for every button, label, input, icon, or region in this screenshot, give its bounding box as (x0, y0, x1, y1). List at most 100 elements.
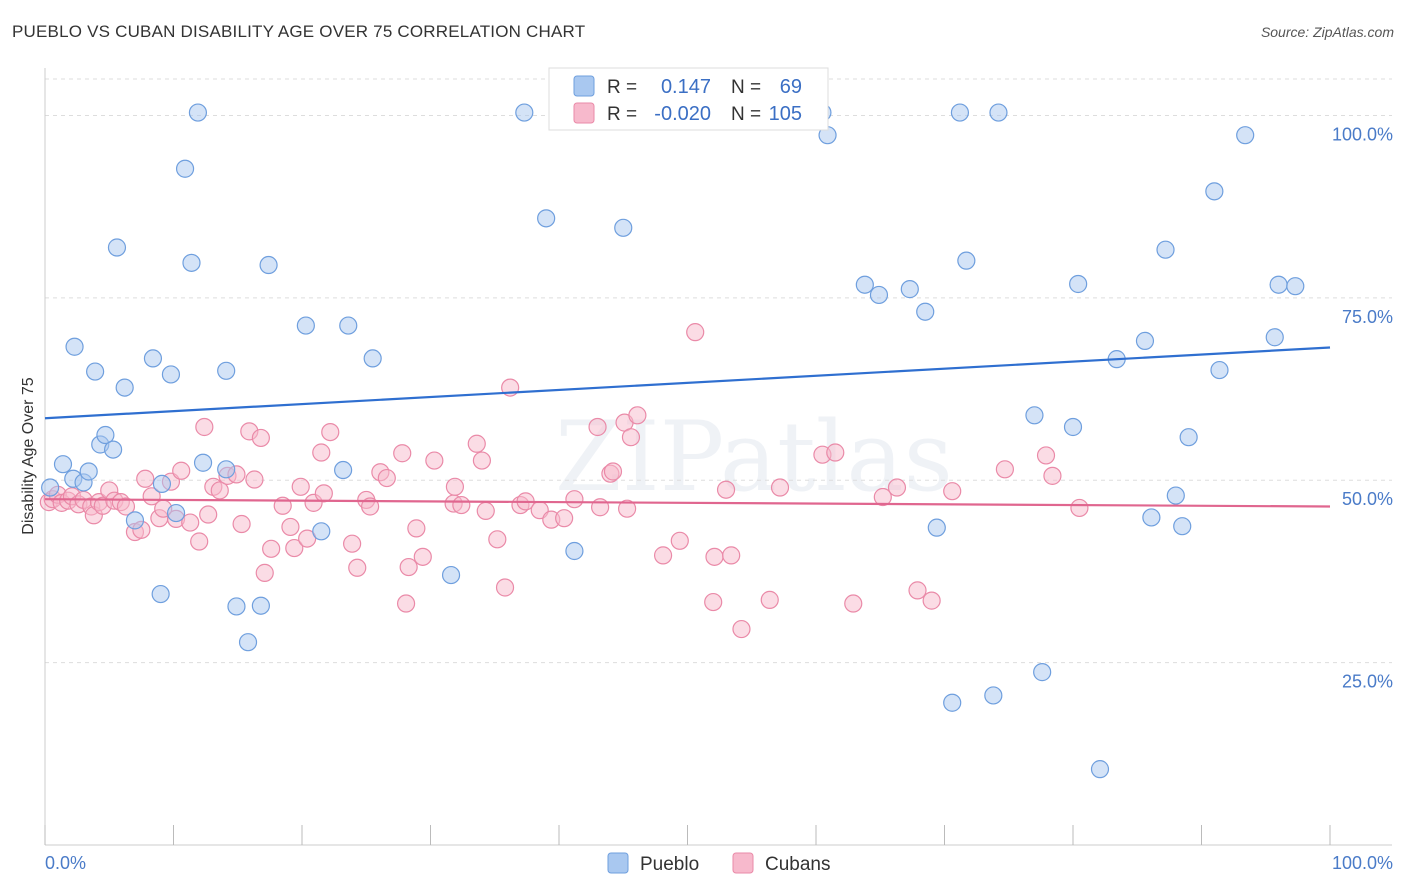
cubans-point (565, 490, 584, 509)
cubans-point (495, 578, 515, 597)
cubans-point (476, 501, 495, 520)
pueblo-point (989, 103, 1008, 122)
cubans-point (321, 422, 340, 442)
cubans-point (628, 406, 647, 425)
pueblo-point (182, 253, 201, 272)
pueblo-point (193, 453, 213, 472)
pueblo-point (107, 238, 127, 257)
legend-swatch-cubans (573, 102, 595, 124)
pueblo-point (900, 280, 919, 299)
cubans-point (618, 499, 637, 518)
cubans-point (232, 514, 251, 534)
cubans-point (199, 505, 218, 524)
cubans-point (399, 557, 418, 577)
pueblo-point (104, 440, 123, 459)
pueblo-point (251, 596, 270, 615)
pueblo-point (1205, 182, 1224, 201)
legend-r-label-cubans: R = (607, 104, 637, 125)
pueblo-point (565, 541, 584, 561)
cubans-point (472, 451, 491, 470)
legend-r-value-cubans: -0.020 (654, 103, 711, 125)
pueblo-point (855, 275, 874, 294)
pueblo-point (869, 285, 889, 305)
pueblo-point (217, 361, 236, 380)
pueblo-point (53, 455, 73, 474)
pueblo-point (1269, 275, 1288, 294)
pueblo-trend-line (44, 346, 1331, 420)
pueblo-point (1236, 126, 1255, 145)
series-legend-swatch-cubans (732, 852, 754, 874)
legend-r-label-pueblo: R = (607, 77, 637, 98)
x-tick-label-max: 100.0% (1332, 853, 1393, 873)
pueblo-point (96, 425, 115, 445)
pueblo-point (950, 103, 970, 122)
cubans-point (943, 482, 962, 501)
cubans-point (245, 470, 264, 489)
cubans-point (413, 547, 432, 566)
y-axis-label: Disability Age Over 75 (20, 377, 37, 535)
pueblo-point (943, 693, 962, 712)
cubans-point (1043, 466, 1062, 485)
cubans-point (770, 478, 790, 497)
cubans-point (826, 443, 845, 462)
pueblo-point (1090, 760, 1110, 779)
cubans-point (361, 497, 380, 516)
cubans-point (621, 428, 641, 447)
pueblo-point (1156, 240, 1175, 259)
cubans-point (922, 591, 941, 610)
cubans-point (298, 529, 317, 548)
legend-n-value-pueblo: 69 (780, 76, 802, 98)
pueblo-point (41, 478, 60, 497)
y-tick-label-100: 100.0% (1332, 124, 1393, 144)
cubans-point (555, 509, 574, 528)
cubans-point (190, 532, 209, 551)
cubans-point (312, 443, 331, 462)
cubans-point (425, 451, 444, 470)
y-tick-label-75: 75.0% (1342, 307, 1393, 327)
pueblo-point (1033, 663, 1052, 682)
pueblo-point (143, 349, 163, 368)
chart-title: PUEBLO VS CUBAN DISABILITY AGE OVER 75 C… (12, 22, 586, 41)
watermark: ZIPatlas (555, 401, 953, 513)
pueblo-point (614, 218, 633, 237)
cubans-point (995, 460, 1014, 479)
pueblo-point (441, 565, 461, 585)
cubans-point (686, 323, 705, 342)
cubans-point (210, 481, 229, 500)
pueblo-point (1069, 274, 1088, 294)
pueblo-point (86, 362, 105, 381)
pueblo-point (151, 584, 170, 604)
pueblo-point (1173, 517, 1192, 536)
cubans-point (670, 531, 689, 550)
pueblo-point (161, 365, 181, 384)
cubans-point (873, 487, 892, 507)
pueblo-point (65, 337, 84, 356)
cubans-point (343, 534, 362, 553)
cubans-point (285, 538, 304, 558)
cubans-point (722, 546, 741, 565)
pueblo-point (957, 251, 976, 270)
cubans-point (445, 477, 465, 496)
pueblo-point (1179, 428, 1198, 447)
pueblo-point (188, 103, 208, 122)
cubans-point (393, 444, 412, 463)
pueblo-point (1210, 360, 1229, 380)
cubans-points (39, 323, 1089, 639)
watermark-text: ZIPatlas (555, 401, 953, 513)
cubans-point (488, 530, 507, 549)
cubans-point (407, 519, 426, 538)
cubans-point (653, 546, 673, 565)
cubans-point (291, 477, 310, 496)
cubans-point (262, 539, 281, 558)
series-legend-swatch-pueblo (607, 852, 629, 874)
pueblo-point (1025, 406, 1044, 425)
legend-box (548, 67, 829, 131)
cubans-point (760, 590, 779, 609)
pueblo-point (339, 316, 358, 335)
legend-n-label-cubans: N = (731, 104, 761, 125)
cubans-point (195, 417, 214, 437)
cubans-point (603, 462, 623, 481)
cubans-point (377, 468, 396, 488)
legend-n-value-cubans: 105 (769, 103, 802, 125)
